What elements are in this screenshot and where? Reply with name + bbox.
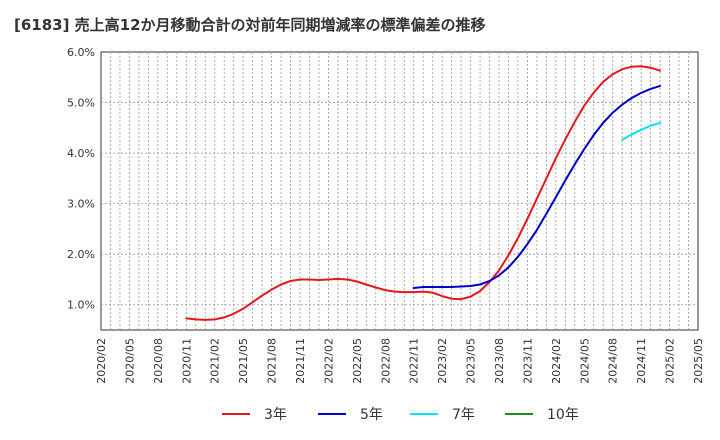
y-tick-label: 2.0% (67, 248, 95, 261)
y-tick-label: 6.0% (67, 46, 95, 59)
x-tick-label: 2020/11 (180, 338, 193, 384)
x-tick-label: 2021/08 (266, 338, 279, 384)
x-tick-label: 2024/05 (578, 338, 591, 384)
x-tick-label: 2021/02 (209, 338, 222, 384)
x-tick-label: 2023/08 (493, 338, 506, 384)
x-tick-label: 2020/02 (95, 338, 108, 384)
y-tick-label: 1.0% (67, 299, 95, 312)
x-tick-label: 2022/11 (408, 338, 421, 384)
x-tick-label: 2024/11 (635, 338, 648, 384)
series-line-3 (621, 121, 662, 141)
y-tick-label: 4.0% (67, 147, 95, 160)
x-tick-label: 2021/05 (237, 338, 250, 384)
x-tick-label: 2023/02 (436, 338, 449, 384)
x-tick-label: 2023/05 (465, 338, 478, 384)
series-line-1 (185, 65, 662, 321)
x-tick-label: 2022/05 (351, 338, 364, 384)
chart-title: [6183] 売上高12か月移動合計の対前年同期増減率の標準偏差の推移 (14, 16, 486, 34)
y-tick-label: 3.0% (67, 198, 95, 211)
x-tick-label: 2020/05 (123, 338, 136, 384)
legend-label-2: 5年 (360, 407, 383, 423)
legend-label-4: 10年 (547, 407, 579, 423)
series-line-2 (412, 84, 662, 289)
x-tick-label: 2022/02 (322, 338, 335, 384)
y-tick-label: 5.0% (67, 97, 95, 110)
x-tick-label: 2025/02 (664, 338, 677, 384)
legend-label-3: 7年 (452, 407, 475, 423)
x-tick-label: 2021/11 (294, 338, 307, 384)
x-tick-label: 2024/02 (550, 338, 563, 384)
x-tick-label: 2025/05 (692, 338, 705, 384)
grid-layer (101, 52, 698, 330)
plot-area (100, 51, 699, 331)
legend: 3年 5年 7年 10年 (222, 407, 579, 423)
x-tick-label: 2022/08 (379, 338, 392, 384)
x-tick-label: 2024/08 (607, 338, 620, 384)
x-tick-label: 2023/11 (521, 338, 534, 384)
axis-layer: 1.0% 2.0% 3.0% 4.0% 5.0% 6.0% 2020/02 2020/05 20… (67, 46, 705, 384)
legend-label-1: 3年 (264, 407, 287, 423)
x-tick-label: 2020/08 (152, 338, 165, 384)
series-layer (185, 65, 662, 321)
